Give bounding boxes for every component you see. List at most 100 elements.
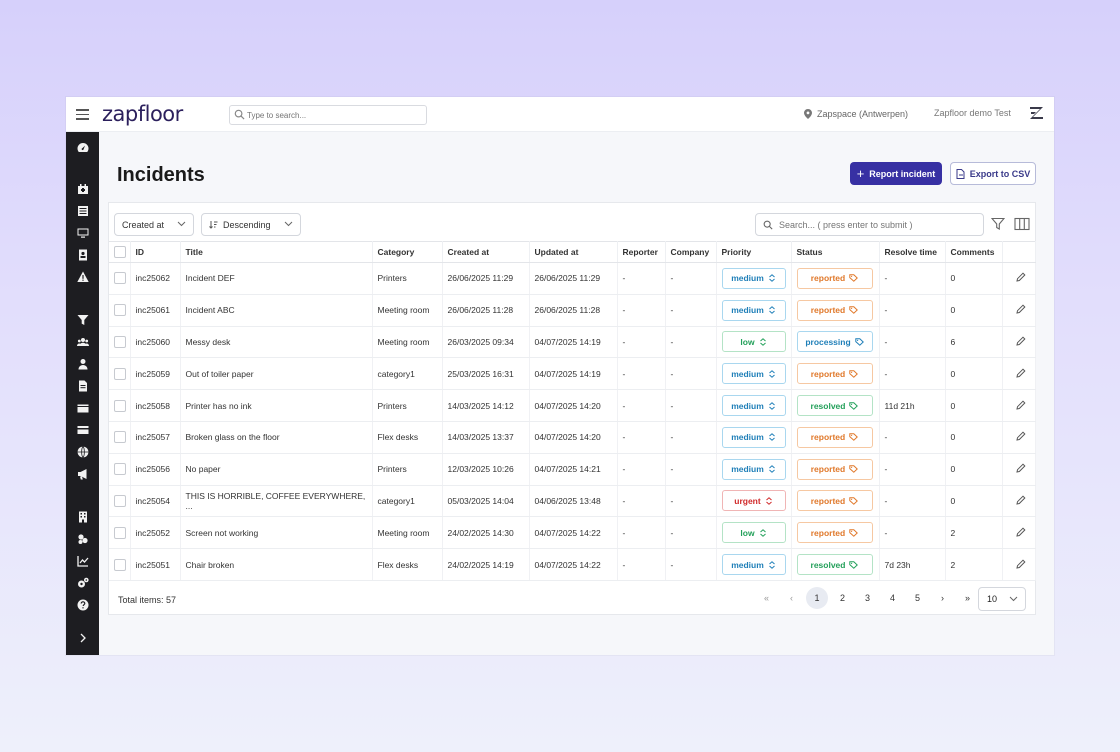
cell-company: - [665,485,717,518]
page-button-5[interactable]: 5 [914,593,920,603]
priority-label: medium [731,432,764,443]
column-header-updated[interactable]: Updated at [529,241,618,263]
contact-card-icon[interactable] [76,248,89,261]
filter-icon[interactable] [76,313,89,326]
table-row[interactable]: inc25056 No paper Printers 12/03/2025 10:26… [109,453,1036,486]
column-header-status[interactable]: Status [791,241,880,263]
cell-reporter: - [617,421,666,454]
app-logo[interactable]: zapfloor [102,102,183,126]
prev-page-button[interactable]: ‹ [790,593,793,603]
puzzle-icon[interactable] [76,532,89,545]
table-row[interactable]: inc25061 Incident ABC Meeting room 26/06/20… [109,294,1036,327]
column-header-category[interactable]: Category [372,241,443,263]
row-checkbox[interactable] [114,399,126,412]
credit-card-icon[interactable] [76,423,89,436]
tag-icon [849,274,859,283]
column-header-title[interactable]: Title [180,241,373,263]
edit-icon[interactable] [1015,495,1026,505]
globe-icon[interactable] [76,445,89,458]
cell-resolve-time: - [879,262,946,295]
table-row[interactable]: inc25051 Chair broken Flex desks 24/02/2025… [109,548,1036,581]
first-page-button[interactable]: « [763,593,769,603]
table-row[interactable]: inc25060 Messy desk Meeting room 26/03/2025… [109,326,1036,359]
edit-icon[interactable] [1015,463,1026,473]
sort-order-value: Descending [223,219,271,230]
cell-reporter: - [617,389,666,422]
global-search-input[interactable] [247,108,422,122]
cell-category: Printers [372,453,443,486]
cell-status: resolved [791,548,880,581]
tag-icon [849,306,859,315]
edit-icon[interactable] [1015,272,1026,283]
row-checkbox[interactable] [114,463,126,476]
calendar-icon[interactable] [76,182,89,195]
users-icon[interactable] [76,335,89,348]
edit-icon[interactable] [1015,304,1026,314]
location-selector[interactable]: Zapspace (Antwerpen) [804,109,908,119]
edit-icon[interactable] [1015,527,1026,537]
row-checkbox[interactable] [114,304,126,317]
last-page-button[interactable]: » [964,593,970,603]
column-header-company[interactable]: Company [665,241,717,263]
monitor-icon[interactable] [76,226,89,239]
building-icon[interactable] [76,510,89,523]
dashboard-icon[interactable] [76,141,89,154]
status-label: reported [810,368,846,379]
table-row[interactable]: inc25062 Incident DEF Printers 26/06/2025 1… [109,262,1036,295]
filter-icon[interactable] [991,217,1005,231]
table-row[interactable]: inc25058 Printer has no ink Printers 14/03/… [109,389,1036,422]
menu-icon[interactable] [76,109,89,123]
sort-field-select[interactable]: Created at [114,213,194,236]
table-search-input[interactable] [779,219,979,230]
next-page-button[interactable]: › [941,593,944,603]
user-icon[interactable] [76,357,89,370]
list-icon[interactable] [76,204,89,217]
row-checkbox[interactable] [114,558,126,571]
help-icon[interactable] [76,598,89,611]
warning-icon[interactable] [76,270,89,283]
row-checkbox[interactable] [114,335,126,348]
edit-icon[interactable] [1015,336,1026,346]
column-header-comments[interactable]: Comments [945,241,1003,263]
row-checkbox[interactable] [114,272,126,285]
column-header-resolve-time[interactable]: Resolve time [879,241,946,263]
select-all-checkbox[interactable] [114,246,126,258]
wallet-icon[interactable] [76,401,89,414]
page-button-3[interactable]: 3 [864,593,870,603]
row-checkbox[interactable] [114,431,126,444]
expand-sidebar-icon[interactable] [76,631,89,644]
table-row[interactable]: inc25054 THIS IS HORRIBLE, COFFEE EVERYWH… [109,485,1036,518]
column-header-priority[interactable]: Priority [716,241,792,263]
row-checkbox[interactable] [114,494,126,507]
page-button-2[interactable]: 2 [839,593,845,603]
table-search[interactable] [755,213,984,236]
sort-order-select[interactable]: Descending [201,213,301,236]
edit-icon[interactable] [1015,400,1026,410]
cell-status: reported [791,516,880,550]
row-checkbox[interactable] [114,526,126,539]
page-size-select[interactable]: 10 [978,587,1026,611]
megaphone-icon[interactable] [76,467,89,480]
edit-icon[interactable] [1015,431,1026,442]
export-csv-button[interactable]: Export to CSV [950,162,1036,185]
row-checkbox[interactable] [114,367,126,380]
document-icon[interactable] [76,379,89,392]
row-select-cell [109,326,131,359]
column-header-id[interactable]: ID [130,241,181,263]
global-search[interactable] [229,105,427,125]
page-button-1[interactable]: 1 [806,587,828,609]
priority-badge: low [721,522,786,544]
columns-icon[interactable] [1014,217,1030,231]
analytics-icon[interactable] [76,554,89,567]
column-header-created[interactable]: Created at [442,241,530,263]
table-row[interactable]: inc25052 Screen not working Meeting room 24… [109,516,1036,550]
table-row[interactable]: inc25057 Broken glass on the floor Flex de… [109,421,1036,454]
edit-icon[interactable] [1015,368,1026,378]
page-button-4[interactable]: 4 [889,593,895,603]
report-incident-button[interactable]: + Report incident [850,162,942,185]
table-row[interactable]: inc25059 Out of toiler paper category1 25/0… [109,357,1036,391]
user-menu[interactable]: Zapfloor demo Test [934,108,1011,118]
column-header-reporter[interactable]: Reporter [617,241,666,263]
settings-icon[interactable] [76,576,89,589]
edit-icon[interactable] [1015,559,1026,569]
